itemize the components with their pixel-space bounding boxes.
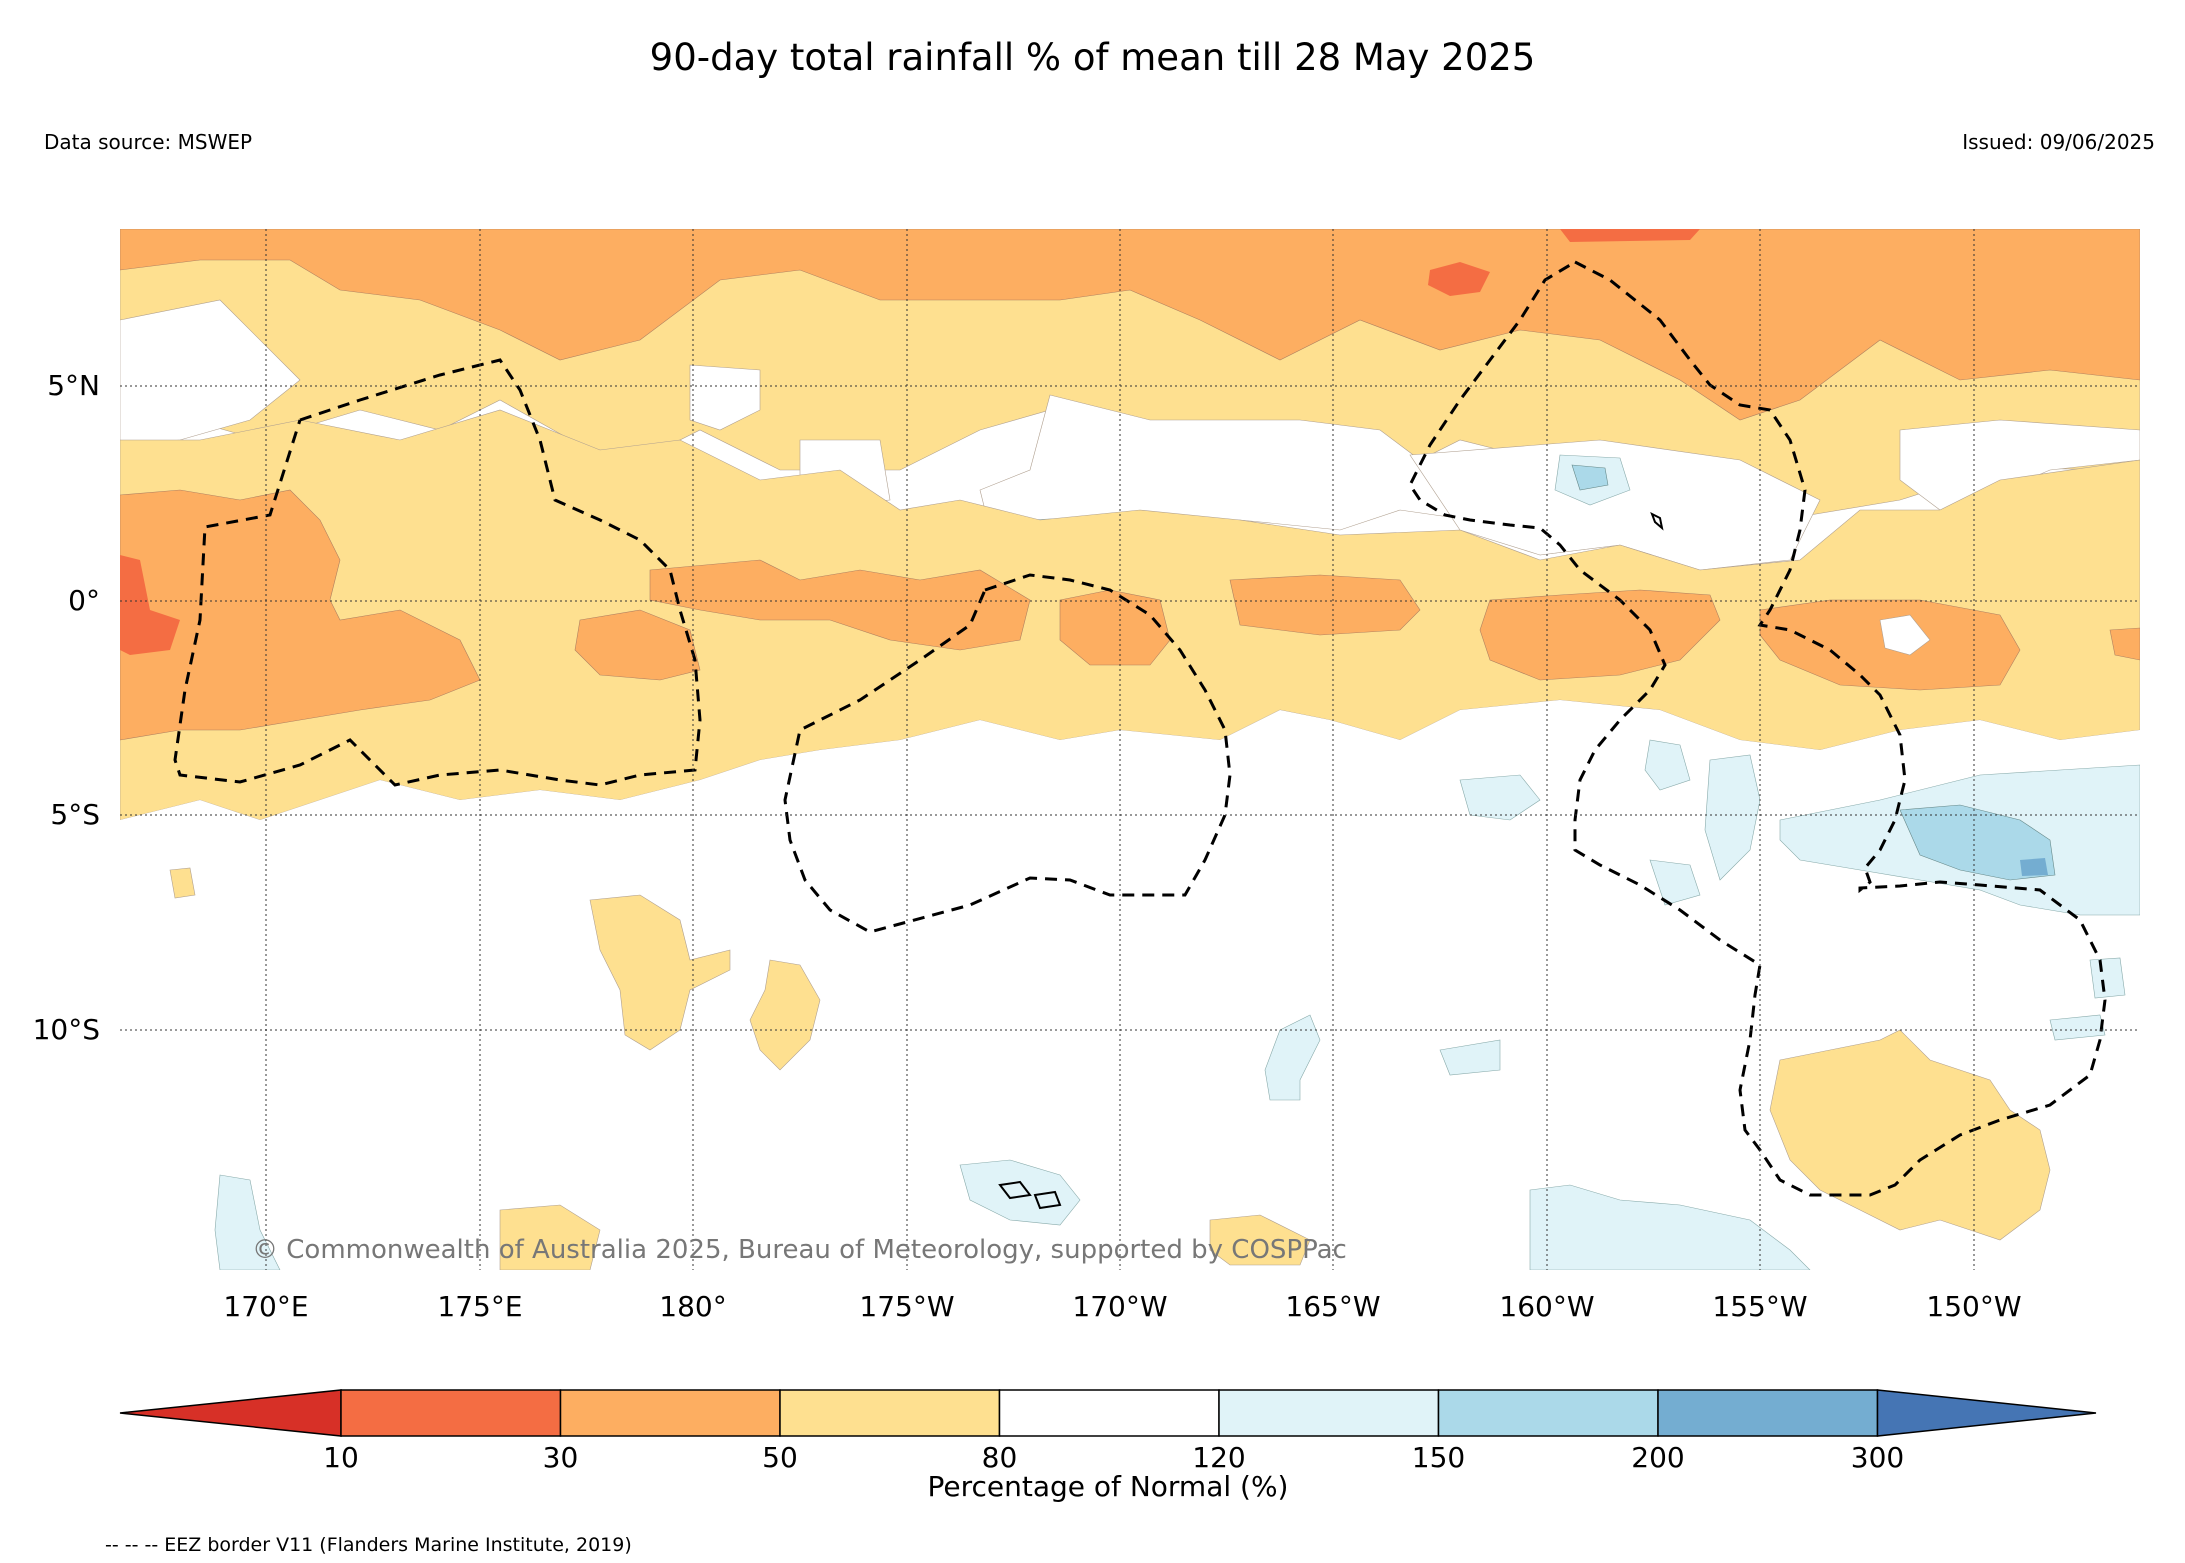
issued-date-label: Issued: 09/06/2025	[1962, 130, 2155, 154]
rain-region-orange-west	[120, 489, 481, 741]
rain-region-light-blue-s9	[1439, 1039, 1501, 1076]
rain-region-orange-north	[120, 229, 2140, 421]
map-title: 90-day total rainfall % of mean till 28 …	[649, 36, 1536, 79]
rain-region-white-gap-5	[689, 364, 761, 431]
eez-borders	[173, 260, 2107, 1197]
rain-region-white-gap-3	[1409, 439, 1821, 571]
colorbar-segment	[559, 1389, 781, 1437]
lon-label-160W: 160°W	[1499, 1290, 1594, 1323]
lon-label-165W: 165°W	[1285, 1290, 1380, 1323]
rain-region-red-north-2	[1560, 229, 1700, 242]
colorbar-tick-label: 150	[1412, 1441, 1465, 1474]
colorbar-tick-label: 120	[1192, 1441, 1245, 1474]
colorbar-segments	[119, 1389, 2097, 1437]
axis-tick-labels: 5°N 0° 5°S 10°S 170°E 175°E 180° 175°W 1…	[33, 369, 2022, 1323]
rain-region-light-blue-s10	[2049, 1014, 2106, 1041]
lon-label-180: 180°	[659, 1290, 726, 1323]
colorbar-segment	[1218, 1389, 1440, 1437]
lon-label-170W: 170°W	[1072, 1290, 1167, 1323]
island-kiribati	[1650, 511, 1664, 531]
rain-region-red-north	[1428, 262, 1490, 296]
rain-region-white-south	[120, 700, 2140, 1270]
colorbar-segment	[998, 1389, 1220, 1437]
rain-region-white-east	[1879, 614, 1931, 656]
lon-label-150W: 150°W	[1926, 1290, 2021, 1323]
rain-region-blue-1	[1571, 464, 1609, 491]
rain-region-yellow-s1	[589, 894, 731, 1051]
eez-legend-note: -- -- -- EEZ border V11 (Flanders Marine…	[105, 1534, 632, 1556]
rain-region-blue-se	[1899, 804, 2056, 881]
colorbar-label: Percentage of Normal (%)	[928, 1470, 1289, 1503]
copyright-text: © Commonwealth of Australia 2025, Bureau…	[252, 1235, 1347, 1265]
rain-region-light-blue-s11	[2089, 957, 2126, 999]
rain-region-light-blue-s4	[1649, 859, 1701, 906]
colorbar-tick-label: 300	[1851, 1441, 1904, 1474]
rain-region-light-blue-s3	[1704, 754, 1761, 881]
lat-label-5S: 5°S	[50, 798, 100, 831]
rain-region-orange-mid-4	[1229, 574, 1421, 636]
colorbar: 10 30 50 80 120 150 200 300 Percentage of Norma…	[119, 1389, 2097, 1503]
rain-region-yellow-s5	[1209, 1214, 1311, 1266]
colorbar-tick-label: 10	[323, 1441, 359, 1474]
graticule	[120, 229, 2140, 1270]
colorbar-tick-label: 200	[1631, 1441, 1684, 1474]
lon-label-175W: 175°W	[859, 1290, 954, 1323]
lon-label-170E: 170°E	[223, 1290, 308, 1323]
lon-label-155W: 155°W	[1712, 1290, 1807, 1323]
colorbar-segment	[340, 1389, 562, 1437]
data-source-label: Data source: MSWEP	[44, 130, 253, 154]
eez-border-kiribati-line	[1408, 260, 2107, 1197]
colorbar-segment	[779, 1389, 1001, 1437]
rain-region-white-gap-1	[120, 299, 301, 446]
colorbar-tick-label: 30	[543, 1441, 579, 1474]
rain-region-yellow-s4	[499, 1204, 601, 1270]
colorbar-tick-label: 50	[762, 1441, 798, 1474]
lat-label-10S: 10°S	[33, 1013, 100, 1046]
rain-region-light-blue-s6	[959, 1159, 1081, 1226]
colorbar-tick-label: 80	[982, 1441, 1018, 1474]
island-samoa	[998, 1180, 1062, 1210]
rain-region-light-blue-s1	[1459, 774, 1541, 821]
map-area: © Commonwealth of Australia 2025, Bureau…	[120, 229, 2140, 1270]
rain-region-orange-mid-1	[574, 609, 701, 681]
rain-region-yellow-s2	[749, 959, 821, 1071]
rain-region-light-blue-s8	[214, 1174, 281, 1270]
rain-region-yellow-s3	[1769, 1029, 2051, 1241]
colorbar-segment	[1657, 1389, 1879, 1437]
rain-region-orange-east-3	[2109, 627, 2140, 661]
rain-region-light-blue-s5	[1264, 1014, 1321, 1101]
lat-label-5N: 5°N	[47, 369, 100, 402]
rain-region-white-gap-4	[1899, 419, 2140, 511]
lat-label-0: 0°	[68, 584, 100, 617]
colorbar-tick-labels: 10 30 50 80 120 150 200 300	[323, 1441, 1904, 1474]
colorbar-segment	[1437, 1389, 1659, 1437]
rain-region-red-west	[120, 555, 180, 655]
rain-region-blue-se-2	[2020, 858, 2048, 876]
rain-region-light-blue-s7	[1529, 1184, 1811, 1270]
rain-region-orange-mid-2	[649, 559, 1031, 651]
rain-region-orange-east-1	[1479, 589, 1721, 681]
rain-region-yellow-s6	[169, 867, 196, 899]
rain-region-light-blue-s2	[1644, 739, 1691, 791]
colorbar-extend-high	[1876, 1389, 2097, 1437]
eez-border-tuvalu-kiribati-west	[173, 358, 702, 787]
eez-border-tokelau	[783, 573, 1232, 934]
lon-label-175E: 175°E	[437, 1290, 522, 1323]
colorbar-extend-low	[119, 1389, 342, 1437]
